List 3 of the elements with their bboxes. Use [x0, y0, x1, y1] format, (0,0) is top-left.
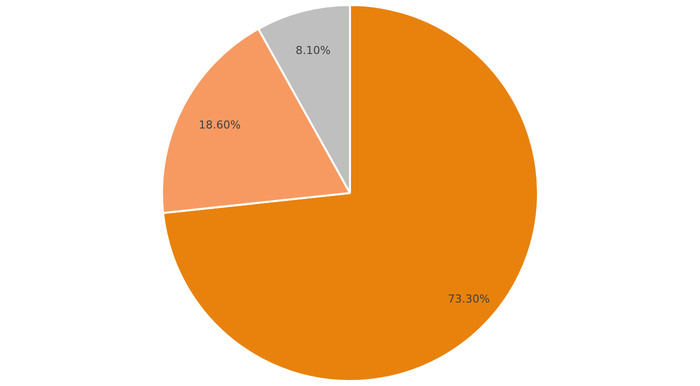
data-label: 18.60%: [198, 118, 241, 132]
data-label: 73.30%: [448, 292, 490, 306]
data-label: 8.10%: [296, 44, 331, 57]
